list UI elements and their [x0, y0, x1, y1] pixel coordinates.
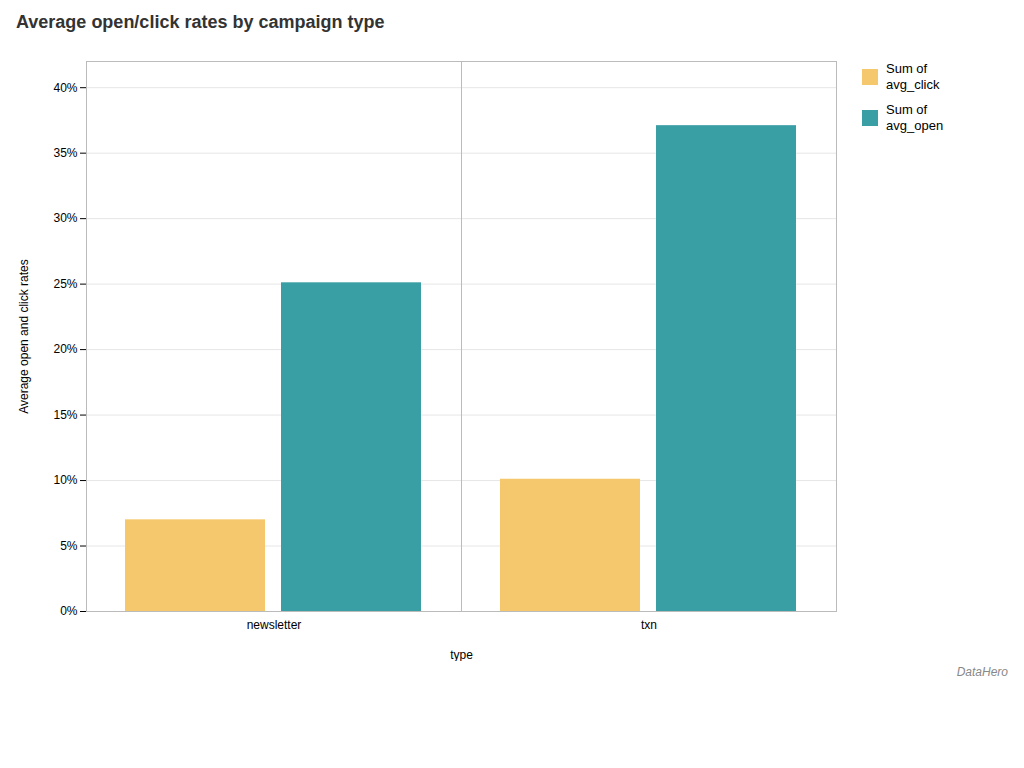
svg-text:newsletter: newsletter — [247, 618, 302, 632]
svg-text:25%: 25% — [53, 277, 77, 291]
svg-text:5%: 5% — [60, 539, 78, 553]
html-text:Average open/click rates by ca: Average open/click rates by campaign typ… — [16, 12, 385, 32]
svg-text:15%: 15% — [53, 408, 77, 422]
html-text:Sum of avg_click: Sum of avg_click — [886, 61, 940, 92]
svg-text:type: type — [450, 648, 473, 662]
svg-text:30%: 30% — [53, 211, 77, 225]
svg-text:40%: 40% — [53, 81, 77, 95]
html-text:DataHero: DataHero — [956, 665, 1008, 679]
html-text:Sum of avg_open: Sum of avg_open — [886, 102, 944, 133]
svg-text:35%: 35% — [53, 146, 77, 160]
svg-text:Average open and click rates: Average open and click rates — [17, 259, 31, 414]
svg-text:0%: 0% — [60, 604, 78, 618]
svg-text:10%: 10% — [53, 473, 77, 487]
svg-text:20%: 20% — [53, 342, 77, 356]
svg-text:txn: txn — [641, 618, 657, 632]
